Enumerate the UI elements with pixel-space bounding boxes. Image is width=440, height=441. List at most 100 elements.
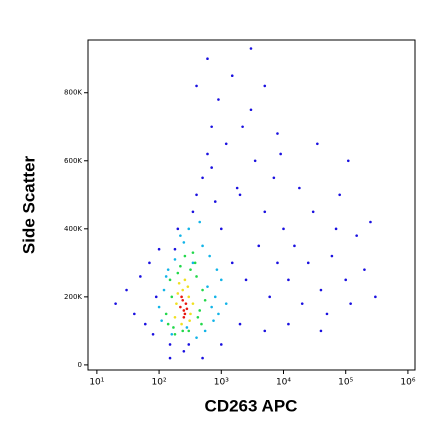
data-point	[334, 227, 338, 231]
data-point	[213, 200, 217, 203]
data-point	[168, 356, 172, 360]
data-point	[374, 295, 377, 299]
data-point	[173, 247, 177, 251]
data-point	[263, 210, 267, 214]
data-point	[198, 309, 202, 312]
data-point	[196, 315, 200, 319]
data-point	[187, 295, 191, 299]
data-point	[182, 349, 186, 353]
x-tick-label: 10⁶	[400, 378, 415, 388]
data-point	[181, 288, 185, 292]
data-point	[172, 326, 175, 329]
data-point	[180, 295, 183, 299]
data-point	[183, 312, 187, 316]
data-point	[206, 285, 209, 288]
data-point	[238, 322, 242, 326]
data-point	[189, 312, 192, 316]
data-point	[183, 254, 187, 258]
data-point	[257, 244, 261, 248]
data-point	[212, 319, 215, 322]
data-point	[187, 343, 191, 346]
data-point	[191, 210, 195, 214]
data-point	[164, 312, 168, 316]
y-tick-label: 0	[78, 361, 82, 369]
data-point	[154, 295, 158, 299]
data-point	[182, 309, 186, 312]
data-point	[363, 268, 366, 271]
data-point	[185, 307, 189, 311]
data-point	[219, 227, 223, 231]
data-point	[268, 295, 271, 299]
data-point	[181, 329, 185, 333]
data-point	[125, 288, 128, 292]
y-tick-label: 400K	[64, 225, 82, 233]
data-point	[176, 227, 180, 231]
data-point	[210, 305, 213, 309]
data-point	[203, 329, 207, 333]
data-point	[179, 305, 182, 309]
y-tick-label: 600K	[64, 157, 82, 165]
data-point	[183, 278, 187, 282]
x-tick-label: 10⁵	[338, 378, 353, 388]
data-point	[195, 275, 198, 278]
data-point	[344, 278, 348, 282]
data-point	[187, 329, 191, 333]
data-point	[151, 332, 155, 336]
data-point	[181, 298, 185, 302]
data-point	[230, 261, 234, 265]
data-point	[210, 125, 213, 129]
data-point	[241, 125, 244, 129]
data-point	[208, 254, 211, 258]
data-point	[287, 278, 290, 282]
data-point	[175, 302, 178, 305]
data-point	[369, 220, 372, 224]
data-point	[201, 288, 204, 292]
y-axis-title: Side Scatter	[19, 155, 38, 254]
x-tick-label: 10⁴	[276, 378, 291, 388]
data-point	[191, 261, 195, 265]
data-point	[206, 152, 209, 156]
data-point	[179, 234, 182, 237]
data-point	[325, 312, 329, 316]
data-point	[195, 336, 198, 339]
data-point	[166, 268, 170, 271]
data-point	[195, 193, 198, 197]
data-point	[224, 302, 228, 305]
x-tick-label: 10¹	[89, 378, 104, 388]
data-point	[201, 244, 204, 248]
data-point	[253, 159, 257, 163]
data-point	[249, 47, 253, 50]
data-point	[162, 288, 166, 292]
data-point	[330, 254, 334, 258]
data-point	[238, 193, 242, 197]
data-point	[219, 343, 223, 346]
data-point	[355, 234, 358, 237]
data-point	[168, 278, 172, 282]
data-point	[219, 278, 223, 282]
data-point	[173, 315, 177, 319]
data-point	[148, 261, 151, 265]
data-point	[185, 326, 189, 329]
data-point	[263, 84, 267, 88]
data-point	[168, 343, 172, 346]
data-point	[298, 186, 301, 190]
x-tick-label: 10³	[214, 378, 229, 388]
data-point	[276, 261, 279, 265]
data-point	[215, 268, 219, 271]
data-point	[176, 292, 180, 295]
data-point	[346, 159, 350, 163]
data-point	[188, 319, 191, 322]
data-point	[311, 210, 315, 214]
data-point	[338, 193, 341, 197]
data-point	[316, 142, 319, 146]
data-point	[235, 186, 239, 190]
data-point	[210, 166, 213, 169]
data-point	[287, 322, 290, 326]
data-point	[114, 302, 117, 305]
plot-frame	[87, 39, 416, 371]
data-point	[200, 322, 203, 326]
data-point	[191, 302, 195, 305]
data-point	[217, 98, 220, 101]
data-point	[276, 132, 279, 135]
